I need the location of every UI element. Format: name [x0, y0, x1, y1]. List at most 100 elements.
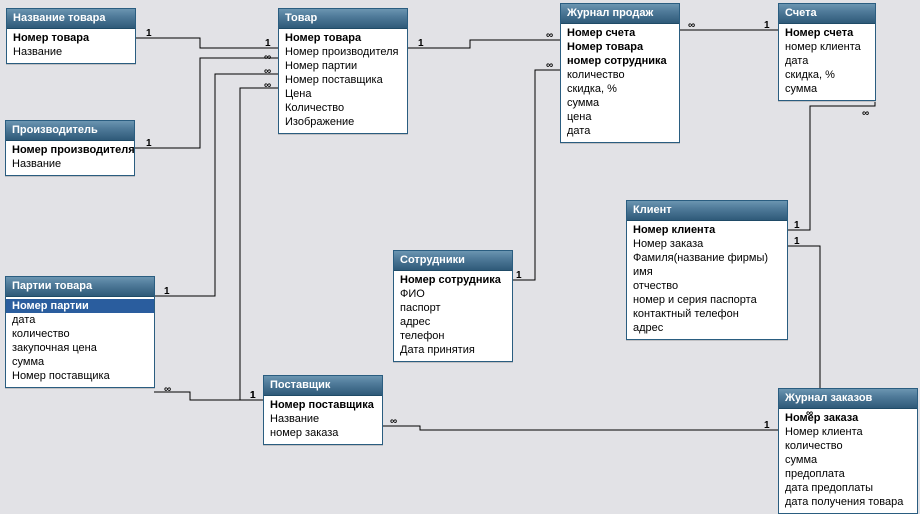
entity-attr[interactable]: количество: [785, 439, 911, 453]
entity-client[interactable]: Клиент Номер клиентаНомер заказаФамиля(на…: [626, 200, 788, 340]
entity-attr[interactable]: номер заказа: [270, 426, 376, 440]
entity-attr[interactable]: номер клиента: [785, 40, 869, 54]
entity-attr[interactable]: Номер партии: [6, 299, 154, 313]
entity-attr[interactable]: скидка, %: [785, 68, 869, 82]
cardinality-label: ∞: [264, 52, 271, 63]
entity-supplier[interactable]: ПоставщикНомер поставщикаНазваниеномер з…: [263, 375, 383, 445]
relationship-line: [512, 70, 560, 280]
entity-title[interactable]: Поставщик: [264, 376, 382, 396]
entity-body: Номер производителяНазвание: [6, 141, 134, 175]
entity-attr[interactable]: Номер товара: [13, 31, 129, 45]
entity-attr[interactable]: Номер партии: [285, 59, 401, 73]
entity-title[interactable]: Партии товара: [6, 277, 154, 297]
entity-attr[interactable]: дата предоплаты: [785, 481, 911, 495]
cardinality-label: 1: [418, 38, 424, 49]
entity-title[interactable]: Клиент: [627, 201, 787, 221]
entity-title[interactable]: Производитель: [6, 121, 134, 141]
cardinality-label: ∞: [688, 20, 695, 31]
entity-attr[interactable]: Название: [270, 412, 376, 426]
entity-title[interactable]: Сотрудники: [394, 251, 512, 271]
entity-attr[interactable]: Номер поставщика: [285, 73, 401, 87]
cardinality-label: 1: [794, 236, 800, 247]
entity-attr[interactable]: дата: [12, 313, 148, 327]
entity-attr[interactable]: адрес: [633, 321, 781, 335]
entity-body: Номер счетаНомер товараномер сотрудникак…: [561, 24, 679, 142]
entity-attr[interactable]: телефон: [400, 329, 506, 343]
entity-body: Номер партиидатаколичествозакупочная цен…: [6, 297, 154, 387]
entity-attr[interactable]: номер сотрудника: [567, 54, 673, 68]
relationship-line: [154, 74, 278, 296]
entity-attr[interactable]: Номер поставщика: [270, 398, 376, 412]
entity-product[interactable]: ТоварНомер товараНомер производителяНоме…: [278, 8, 408, 134]
entity-attr[interactable]: предоплата: [785, 467, 911, 481]
entity-attr[interactable]: Фамиля(название фирмы): [633, 251, 781, 265]
entity-product_batches[interactable]: Партии товараНомер партиидатаколичествоз…: [5, 276, 155, 388]
cardinality-label: 1: [516, 270, 522, 281]
entity-attr[interactable]: Дата принятия: [400, 343, 506, 357]
cardinality-label: 1: [764, 420, 770, 431]
relationship-line: [134, 58, 278, 148]
entity-attr[interactable]: сумма: [12, 355, 148, 369]
cardinality-label: 1: [146, 138, 152, 149]
entity-attr[interactable]: Номер заказа: [785, 411, 911, 425]
cardinality-label: 1: [250, 390, 256, 401]
entity-attr[interactable]: дата получения товара: [785, 495, 911, 509]
cardinality-label: ∞: [546, 30, 553, 41]
entity-attr[interactable]: сумма: [785, 82, 869, 96]
entity-attr[interactable]: Название: [13, 45, 129, 59]
entity-body: Номер заказаНомер клиентаколичествосумма…: [779, 409, 917, 513]
cardinality-label: ∞: [264, 66, 271, 77]
entity-attr[interactable]: Изображение: [285, 115, 401, 129]
cardinality-label: ∞: [164, 384, 171, 395]
entity-attr[interactable]: Цена: [285, 87, 401, 101]
entity-accounts[interactable]: СчетаНомер счетаномер клиентадатаскидка,…: [778, 3, 876, 101]
entity-attr[interactable]: Номер клиента: [633, 223, 781, 237]
entity-body: Номер поставщикаНазваниеномер заказа: [264, 396, 382, 444]
entity-attr[interactable]: отчество: [633, 279, 781, 293]
entity-attr[interactable]: Номер счета: [785, 26, 869, 40]
entity-attr[interactable]: Номер заказа: [633, 237, 781, 251]
entity-attr[interactable]: ФИО: [400, 287, 506, 301]
relationship-line: [407, 40, 560, 48]
entity-title[interactable]: Товар: [279, 9, 407, 29]
entity-attr[interactable]: имя: [633, 265, 781, 279]
entity-title[interactable]: Журнал заказов: [779, 389, 917, 409]
entity-attr[interactable]: Номер клиента: [785, 425, 911, 439]
entity-attr[interactable]: Номер товара: [285, 31, 401, 45]
entity-attr[interactable]: Номер производителя: [285, 45, 401, 59]
cardinality-label: ∞: [862, 108, 869, 119]
entity-attr[interactable]: номер и серия паспорта: [633, 293, 781, 307]
entity-attr[interactable]: Название: [12, 157, 128, 171]
entity-title[interactable]: Счета: [779, 4, 875, 24]
entity-attr[interactable]: Номер счета: [567, 26, 673, 40]
entity-attr[interactable]: закупочная цена: [12, 341, 148, 355]
entity-attr[interactable]: Количество: [285, 101, 401, 115]
entity-attr[interactable]: количество: [567, 68, 673, 82]
entity-attr[interactable]: Номер поставщика: [12, 369, 148, 383]
entity-body: Номер счетаномер клиентадатаскидка, %сум…: [779, 24, 875, 100]
cardinality-label: 1: [164, 286, 170, 297]
entity-attr[interactable]: Номер сотрудника: [400, 273, 506, 287]
entity-orders_journal[interactable]: Журнал заказовНомер заказаНомер клиентак…: [778, 388, 918, 514]
entity-body: Номер товараНомер производителяНомер пар…: [279, 29, 407, 133]
entity-attr[interactable]: количество: [12, 327, 148, 341]
entity-product_name[interactable]: Название товара Номер товараНазвание: [6, 8, 136, 64]
entity-attr[interactable]: Номер товара: [567, 40, 673, 54]
entity-attr[interactable]: сумма: [785, 453, 911, 467]
entity-attr[interactable]: цена: [567, 110, 673, 124]
entity-attr[interactable]: скидка, %: [567, 82, 673, 96]
entity-title[interactable]: Название товара: [7, 9, 135, 29]
entity-employees[interactable]: Сотрудники Номер сотрудникаФИОпаспортадре…: [393, 250, 513, 362]
entity-attr[interactable]: дата: [567, 124, 673, 138]
entity-sales_journal[interactable]: Журнал продажНомер счетаНомер товараноме…: [560, 3, 680, 143]
entity-attr[interactable]: паспорт: [400, 301, 506, 315]
entity-attr[interactable]: сумма: [567, 96, 673, 110]
entity-attr[interactable]: адрес: [400, 315, 506, 329]
entity-attr[interactable]: Номер производителя: [12, 143, 128, 157]
cardinality-label: ∞: [546, 60, 553, 71]
entity-attr[interactable]: дата: [785, 54, 869, 68]
relationship-line: [134, 38, 278, 48]
entity-attr[interactable]: контактный телефон: [633, 307, 781, 321]
entity-title[interactable]: Журнал продаж: [561, 4, 679, 24]
entity-manufacturer[interactable]: ПроизводительНомер производителяНазвание: [5, 120, 135, 176]
